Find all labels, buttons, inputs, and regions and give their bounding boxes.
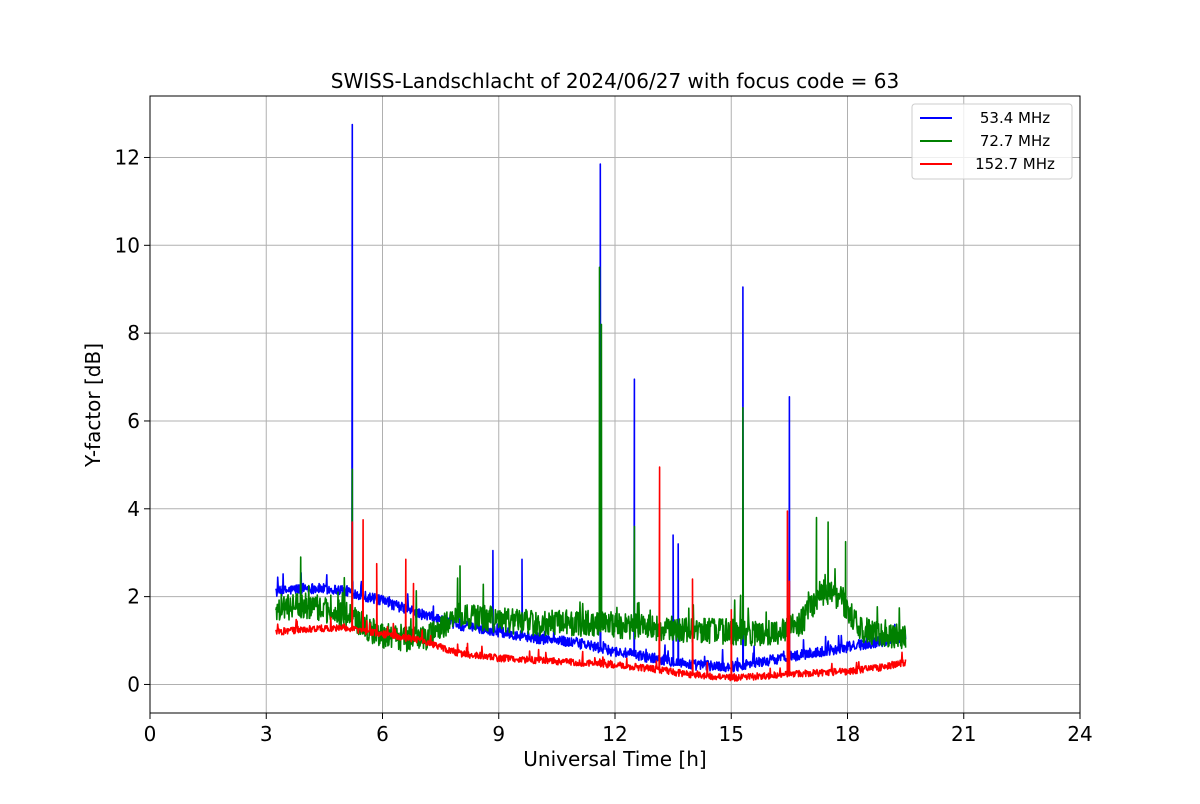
plot-area xyxy=(275,123,907,682)
x-axis-label: Universal Time [h] xyxy=(523,747,706,771)
x-tick-label: 9 xyxy=(492,722,505,746)
x-tick-label: 18 xyxy=(835,722,860,746)
legend-label: 53.4 MHz xyxy=(980,109,1050,127)
y-tick-label: 10 xyxy=(115,233,140,257)
x-axis: 0 3 6 9 12 15 18 21 24 xyxy=(144,713,1093,746)
y-axis: 0 2 4 6 8 10 12 xyxy=(115,145,150,696)
y-tick-label: 12 xyxy=(115,145,140,169)
x-tick-label: 6 xyxy=(376,722,389,746)
x-tick-label: 12 xyxy=(602,722,627,746)
series-line xyxy=(275,123,907,673)
legend-box xyxy=(911,103,1073,180)
y-tick-label: 2 xyxy=(127,585,140,609)
legend-label: 152.7 MHz xyxy=(975,155,1055,173)
x-tick-label: 24 xyxy=(1067,722,1092,746)
chart-title: SWISS-Landschlacht of 2024/06/27 with fo… xyxy=(331,69,899,93)
x-tick-label: 21 xyxy=(951,722,976,746)
y-tick-label: 4 xyxy=(127,497,140,521)
series-line xyxy=(275,466,907,682)
y-tick-label: 8 xyxy=(127,321,140,345)
y-tick-label: 6 xyxy=(127,409,140,433)
legend-label: 72.7 MHz xyxy=(980,132,1050,150)
x-tick-label: 0 xyxy=(144,722,157,746)
y-axis-label: Y-factor [dB] xyxy=(81,343,105,468)
legend: 53.4 MHz 72.7 MHz 152.7 MHz xyxy=(911,103,1073,180)
x-tick-label: 15 xyxy=(719,722,744,746)
series-line xyxy=(275,266,907,653)
y-tick-label: 0 xyxy=(127,672,140,696)
x-tick-label: 3 xyxy=(260,722,273,746)
